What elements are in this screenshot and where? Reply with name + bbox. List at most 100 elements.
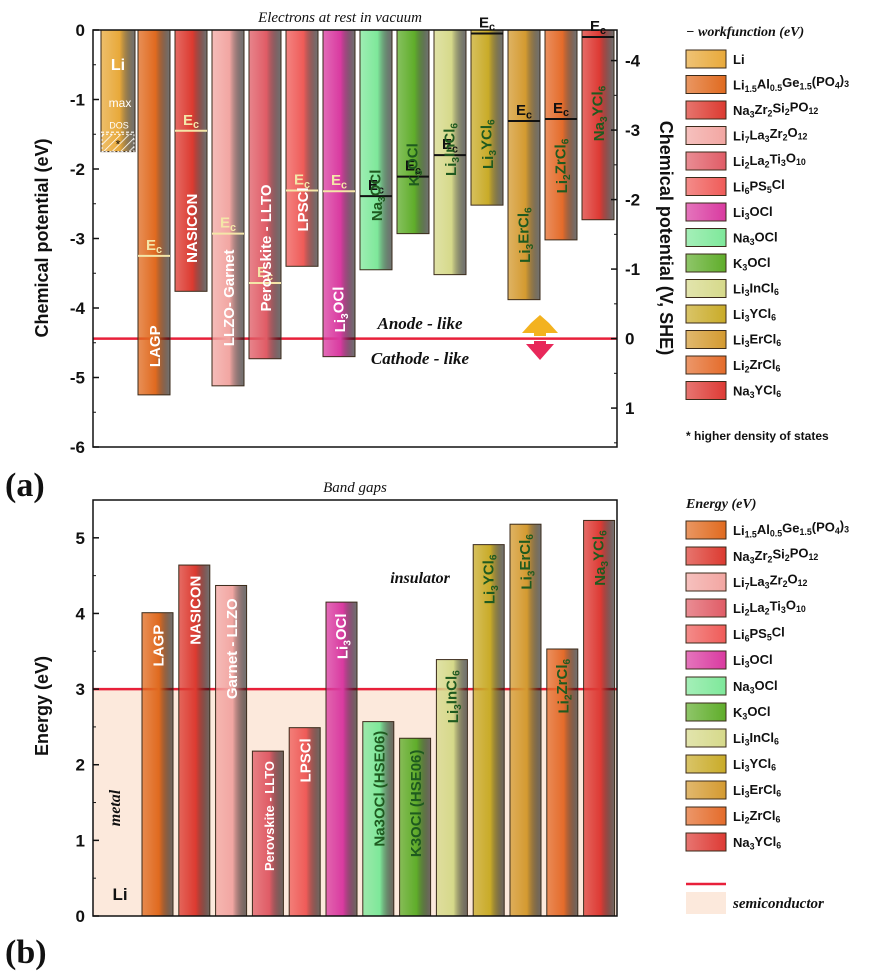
ytick-right-label-a-1: -3 xyxy=(625,121,640,140)
chart-title-a: Electrons at rest in vacuum xyxy=(257,10,422,26)
bar-a-12 xyxy=(507,29,541,301)
ec-label-11: Ec xyxy=(479,14,495,33)
legend-swatch-a-10 xyxy=(685,279,727,298)
legend-label-a-6: Li6PS5Cl xyxy=(733,177,785,196)
ytick-right-label-a-3: -1 xyxy=(625,260,640,279)
legend-swatch-b-12 xyxy=(685,806,727,826)
ylabel-a: Chemical potential (eV) xyxy=(32,138,52,337)
insulator-label: insulator xyxy=(390,570,450,587)
legend-swatch-b-13 xyxy=(685,832,727,852)
bar-label-a-14: Na3YCl6 xyxy=(590,85,611,141)
bar-label-b-1: LAGP xyxy=(151,625,168,667)
ytick-label-b-1: 1 xyxy=(76,831,85,850)
panel-label-b: (b) xyxy=(5,934,47,971)
panel-label-a: (a) xyxy=(5,467,45,504)
ytick-label-a-0: 0 xyxy=(76,21,85,40)
legend-label-b-4: Li2La2Ti3O10 xyxy=(733,597,806,617)
legend-swatch-b-10 xyxy=(685,754,727,774)
legend-label-semiconductor: semiconductor xyxy=(732,896,824,912)
plot-frame-b xyxy=(92,499,618,917)
ytick-label-a-4: -4 xyxy=(70,299,86,318)
bar-label-a-12: Li3ErCl6 xyxy=(516,207,537,263)
bar-a-11 xyxy=(470,29,504,206)
bar-label-b-8: K3OCl (HSE06) xyxy=(408,750,425,858)
ytick-label-a-6: -6 xyxy=(70,438,85,457)
bar-b-6 xyxy=(325,601,358,917)
legend-label-a-11: Li3YCl6 xyxy=(733,306,776,324)
bar-label-a-11: Li3YCl6 xyxy=(479,119,500,169)
legend-swatch-a-3 xyxy=(685,100,727,120)
bar-a-9 xyxy=(396,29,430,235)
ylabel-b: Energy (eV) xyxy=(32,656,52,756)
ytick-right-label-a-2: -2 xyxy=(625,191,640,210)
legend-label-b-9: Li3InCl6 xyxy=(733,730,779,748)
ytick-label-a-3: -3 xyxy=(70,230,85,249)
legend-label-a-13: Li2ZrCl6 xyxy=(733,357,780,375)
bar-label-b-13: Na3YCl6 xyxy=(591,530,612,586)
ytick-label-b-3: 3 xyxy=(76,680,85,699)
bar-a-7 xyxy=(322,29,356,358)
legend-swatch-a-2 xyxy=(685,75,727,94)
bar-label-b-4: Perovskite - LLTO xyxy=(262,761,277,871)
ec-label-14: Ec xyxy=(590,18,606,37)
bar-label-b-6: Li3OCl xyxy=(333,613,354,659)
li-annotation-star: * xyxy=(116,138,121,152)
legend-swatch-a-8 xyxy=(685,228,727,247)
legend-swatch-a-7 xyxy=(685,202,727,222)
bar-a-1 xyxy=(100,29,136,153)
legend-swatch-a-5 xyxy=(685,151,727,171)
legend-label-a-12: Li3ErCl6 xyxy=(733,331,781,349)
bar-a-5 xyxy=(248,29,282,360)
legend-label-b-6: Li3OCl xyxy=(733,652,773,670)
ytick-label-a-1: -1 xyxy=(70,91,85,110)
bar-label-a-3: NASICON xyxy=(184,194,201,263)
legend-swatch-b-7 xyxy=(685,676,727,696)
bar-label-a-2: LAGP xyxy=(147,325,164,367)
footnote-a: * higher density of states xyxy=(686,429,829,443)
legend-swatch-a-11 xyxy=(685,304,727,324)
legend-label-b-3: Li7La3Zr2O12 xyxy=(733,571,808,591)
ytick-label-b-2: 2 xyxy=(76,756,85,775)
legend-label-a-4: Li7La3Zr2O12 xyxy=(733,125,808,145)
legend-swatch-b-1 xyxy=(685,520,727,540)
ytick-right-label-a-0: -4 xyxy=(625,52,641,71)
legend-swatch-a-6 xyxy=(685,177,727,196)
metal-label: metal xyxy=(107,789,124,826)
legend-label-a-10: Li3InCl6 xyxy=(733,280,779,298)
bar-b-4 xyxy=(251,750,284,917)
bar-a-4 xyxy=(211,29,245,387)
legend-label-a-14: Na3YCl6 xyxy=(733,382,781,400)
ytick-label-a-2: -2 xyxy=(70,160,85,179)
ytick-label-a-5: -5 xyxy=(70,369,85,388)
bar-a-6 xyxy=(285,29,319,267)
bar-label-b-3: Garnet - LLZO xyxy=(224,598,241,699)
legend-label-b-1: Li1.5Al0.5Ge1.5(PO4)3 xyxy=(733,518,849,540)
bar-a-10 xyxy=(433,29,467,276)
bar-label-a-10: Li3InCl6 xyxy=(442,123,463,176)
legend-swatch-b-4 xyxy=(685,598,727,618)
bar-label-a-4: LLZO- Garnet xyxy=(221,250,238,347)
legend-label-a-1: Li xyxy=(733,52,745,67)
legend-label-b-7: Na3OCl xyxy=(733,678,778,696)
legend-swatch-a-13 xyxy=(685,355,727,375)
cathode-arrow-icon xyxy=(526,341,554,360)
bar-a-8 xyxy=(359,29,393,271)
legend-swatch-a-12 xyxy=(685,330,727,349)
legend-label-a-7: Li3OCl xyxy=(733,204,773,222)
bar-label-b-2: NASICON xyxy=(187,576,204,645)
legend-swatch-b-3 xyxy=(685,572,727,592)
bar-b-9 xyxy=(435,659,468,917)
legend-swatch-b-8 xyxy=(685,702,727,722)
bar-label-a-5: Perovskite - LLTO xyxy=(258,184,275,311)
legend-swatch-b-2 xyxy=(685,546,727,566)
legend-semiconductor-swatch xyxy=(686,892,726,914)
legend-label-b-10: Li3YCl6 xyxy=(733,756,776,774)
legend-swatch-b-11 xyxy=(685,780,727,800)
legend-label-b-11: Li3ErCl6 xyxy=(733,782,781,800)
bar-label-b-9: Li3InCl6 xyxy=(443,670,464,723)
bar-a-13 xyxy=(544,29,578,241)
legend-swatch-a-14 xyxy=(685,381,727,400)
legend-swatch-b-9 xyxy=(685,728,727,748)
legend-label-a-5: Li2La2Ti3O10 xyxy=(733,150,806,170)
